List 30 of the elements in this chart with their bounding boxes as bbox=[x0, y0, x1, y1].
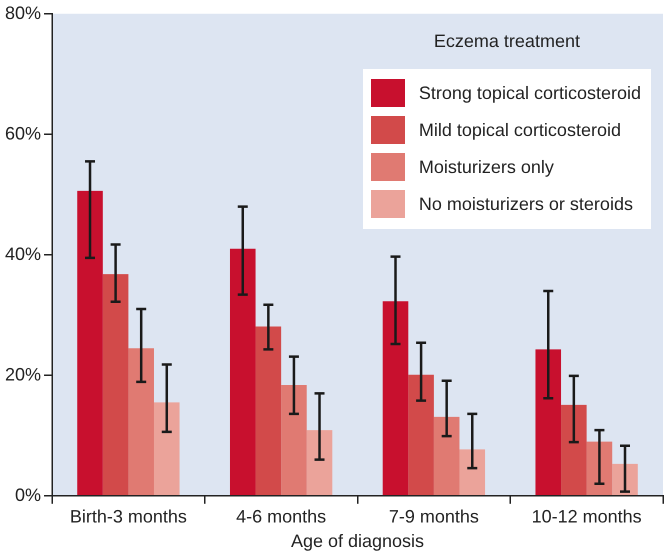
x-tick-label: 7-9 months bbox=[388, 506, 479, 527]
bar bbox=[434, 416, 460, 496]
bar bbox=[230, 248, 256, 496]
bar bbox=[154, 402, 180, 496]
bar bbox=[586, 442, 612, 496]
bar bbox=[408, 374, 434, 496]
legend-label: Mild topical corticosteroid bbox=[418, 120, 621, 141]
x-axis-title: Age of diagnosis bbox=[290, 531, 424, 552]
y-tick-label: 40% bbox=[4, 244, 42, 264]
y-tick-label: 80% bbox=[4, 2, 42, 23]
legend-title: Eczema treatment bbox=[432, 30, 581, 52]
y-tick-label: 20% bbox=[4, 364, 42, 384]
bar bbox=[382, 301, 408, 496]
y-tick-label: 0% bbox=[15, 484, 42, 505]
bar bbox=[459, 449, 486, 496]
bar bbox=[77, 190, 103, 496]
y-tick-label: 60% bbox=[4, 123, 42, 144]
bar bbox=[102, 274, 128, 496]
bar bbox=[561, 404, 587, 496]
legend-label: No moisturizers or steroids bbox=[418, 194, 633, 215]
bar bbox=[535, 349, 562, 496]
bar bbox=[306, 430, 332, 496]
bar bbox=[281, 384, 307, 496]
legend-label: Moisturizers only bbox=[418, 156, 554, 178]
x-tick-label: Birth-3 months bbox=[70, 506, 187, 527]
bar bbox=[128, 348, 154, 496]
x-tick-label: 10-12 months bbox=[532, 506, 642, 527]
legend-label: Strong topical corticosteroid bbox=[418, 82, 641, 104]
x-tick-label: 4-6 months bbox=[236, 506, 326, 527]
bar bbox=[256, 326, 282, 496]
